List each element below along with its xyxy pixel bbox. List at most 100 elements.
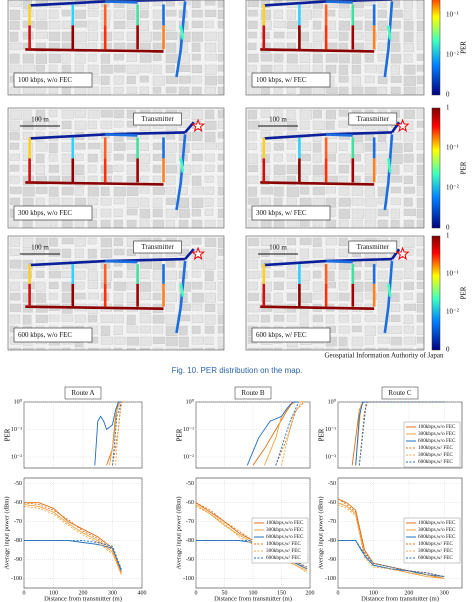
map-block <box>9 0 22 7</box>
map-block <box>48 164 59 173</box>
route <box>25 181 164 186</box>
map-block <box>178 314 191 322</box>
map-block <box>165 281 176 291</box>
map-block <box>191 292 204 303</box>
map-block <box>139 270 150 280</box>
map-block <box>74 248 84 258</box>
map-block <box>416 153 424 163</box>
map-block <box>22 186 35 197</box>
map-block <box>338 336 348 347</box>
route <box>105 133 138 137</box>
map-block <box>286 186 299 197</box>
map-block <box>152 270 163 281</box>
map-block <box>260 31 270 39</box>
map-block <box>165 86 177 94</box>
map-block <box>260 86 270 95</box>
map-block <box>325 281 337 289</box>
map-block <box>9 314 20 324</box>
map-block <box>74 347 86 350</box>
map-block <box>139 9 149 18</box>
map-block <box>204 325 215 334</box>
map-block <box>403 31 414 43</box>
map-block <box>338 109 349 117</box>
map-block <box>364 53 374 63</box>
map-block <box>403 9 413 20</box>
map-block <box>139 64 152 73</box>
map-block <box>377 336 390 344</box>
map-block <box>217 292 224 301</box>
map-block <box>100 197 112 206</box>
map-block <box>403 64 416 75</box>
map-block <box>364 219 377 228</box>
map-block <box>364 197 377 207</box>
map-block <box>22 303 33 313</box>
map-block <box>87 281 98 289</box>
y-tick-label: 10⁻² <box>183 454 194 460</box>
map-block <box>338 270 349 280</box>
map-block <box>364 314 377 322</box>
map-block <box>191 142 204 150</box>
map-block <box>325 109 336 120</box>
map-block <box>338 0 350 9</box>
map-block <box>74 53 86 64</box>
map-block <box>204 292 216 303</box>
map-block <box>74 120 87 130</box>
x-tick-label: 300 <box>440 590 449 596</box>
y-tick-label: -60 <box>186 500 194 506</box>
panel-label: 600 kbps, w/ FEC <box>256 331 307 339</box>
map-block <box>416 131 424 141</box>
map-block <box>35 53 47 64</box>
map-block <box>299 219 310 227</box>
power-line <box>23 505 122 573</box>
map-block <box>191 153 203 162</box>
map-block <box>390 42 401 52</box>
y-tick-label: -80 <box>328 538 336 544</box>
map-block <box>312 197 325 207</box>
map-block <box>22 347 35 350</box>
map-block <box>152 75 165 86</box>
map-block <box>299 270 311 282</box>
map-block <box>338 53 350 64</box>
map-block <box>260 9 272 21</box>
map-block <box>152 314 165 324</box>
map-block <box>126 336 139 346</box>
panel-label: 100 kbps, w/o FEC <box>18 76 72 84</box>
map-block <box>217 142 224 150</box>
legend-label: 300kbps,w/ FEC <box>266 548 301 554</box>
map-block <box>100 336 113 345</box>
map-block <box>377 31 387 40</box>
map-block <box>9 53 20 64</box>
map-block <box>390 270 403 280</box>
map-block <box>403 325 414 334</box>
map-block <box>286 109 296 120</box>
map-block <box>9 109 22 120</box>
map-block <box>61 9 71 17</box>
map-block <box>416 142 424 151</box>
colorbar-title: PER <box>460 161 468 174</box>
map-block <box>139 281 152 292</box>
map-block <box>178 42 188 53</box>
map-block <box>204 281 216 290</box>
map-block <box>139 347 150 350</box>
map-block <box>126 86 138 94</box>
map-block <box>299 9 313 20</box>
map-block <box>178 347 192 350</box>
map-block <box>217 75 224 84</box>
map-block <box>338 248 349 257</box>
map-block <box>61 347 71 350</box>
map-block <box>152 208 163 218</box>
y-tick-label: -90 <box>328 557 336 563</box>
map-block <box>390 175 403 183</box>
route <box>387 158 392 173</box>
map-block <box>204 347 215 350</box>
map-block <box>191 175 202 186</box>
map-block <box>139 164 150 172</box>
map-block <box>48 347 61 350</box>
map-block <box>165 347 178 350</box>
map-block <box>390 75 402 83</box>
map-block <box>74 142 86 150</box>
y-tick-label: -50 <box>14 481 22 487</box>
map-block <box>87 120 97 129</box>
map-block <box>178 325 188 336</box>
map-block <box>260 197 271 206</box>
